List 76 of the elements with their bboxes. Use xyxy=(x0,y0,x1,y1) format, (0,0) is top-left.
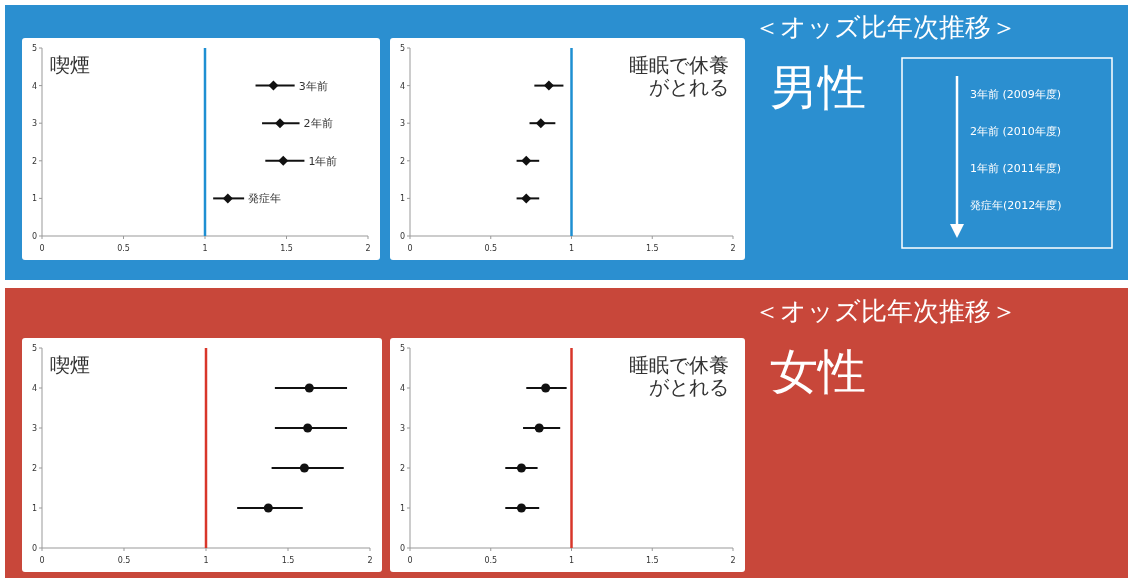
x-tick-label: 1 xyxy=(568,556,575,565)
point xyxy=(521,155,532,166)
y-tick-label: 4 xyxy=(31,81,37,91)
text: 3年前 (2009年度) xyxy=(970,88,1062,101)
x-tick-label: 1 xyxy=(202,244,208,253)
chart-title: 喫煙 xyxy=(50,53,90,77)
x-tick-label: 0.5 xyxy=(484,556,498,565)
text: 2年前 (2010年度) xyxy=(970,125,1062,138)
annotation: 2年前 xyxy=(303,117,333,131)
annotation: 1年前 xyxy=(308,154,338,168)
text: 1年前 (2011年度) xyxy=(970,162,1062,175)
x-tick-label: 1.5 xyxy=(645,244,659,253)
y-tick-label: 5 xyxy=(31,44,37,53)
x-tick-label: 2 xyxy=(365,244,371,253)
y-tick-label: 5 xyxy=(399,344,405,353)
point xyxy=(516,503,526,513)
y-tick-label: 3 xyxy=(399,424,405,433)
chart-title: 喫煙 xyxy=(50,353,90,377)
y-tick-label: 5 xyxy=(31,344,37,353)
text: ＜オッズ比年次推移＞ xyxy=(754,296,1017,326)
x-tick-label: 2 xyxy=(367,556,373,565)
x-tick-label: 2 xyxy=(730,244,736,253)
y-tick-label: 3 xyxy=(31,424,37,433)
y-tick-label: 0 xyxy=(31,544,37,553)
x-tick-label: 1 xyxy=(203,556,209,565)
annotation: 発症年 xyxy=(248,192,282,206)
point xyxy=(516,463,526,473)
point xyxy=(521,193,532,204)
y-tick-label: 0 xyxy=(399,544,405,553)
x-tick-label: 0 xyxy=(407,244,413,253)
x-tick-label: 1.5 xyxy=(281,556,295,565)
y-tick-label: 4 xyxy=(399,384,405,393)
point xyxy=(541,383,551,393)
text: 睡眠で休養がとれる xyxy=(629,353,729,399)
x-tick-label: 0 xyxy=(39,556,45,565)
x-tick-label: 2 xyxy=(730,556,736,565)
y-tick-label: 1 xyxy=(31,504,37,513)
point xyxy=(534,423,544,433)
y-tick-label: 0 xyxy=(31,232,37,241)
point xyxy=(274,118,285,129)
point xyxy=(303,423,313,433)
y-tick-label: 3 xyxy=(399,119,405,129)
y-tick-label: 2 xyxy=(399,464,405,473)
text: 発症年(2012年度) xyxy=(970,199,1062,212)
text: 男性 xyxy=(770,59,866,115)
x-tick-label: 1.5 xyxy=(280,244,293,253)
x-tick-label: 0.5 xyxy=(117,244,130,253)
text: 睡眠で休養がとれる xyxy=(629,53,729,99)
x-tick-label: 0.5 xyxy=(117,556,131,565)
y-tick-label: 4 xyxy=(31,384,37,393)
y-tick-label: 5 xyxy=(399,44,405,53)
y-tick-label: 2 xyxy=(31,156,37,166)
point xyxy=(304,383,314,393)
y-tick-label: 1 xyxy=(399,194,405,204)
point xyxy=(278,155,289,166)
text: ＜オッズ比年次推移＞ xyxy=(754,12,1017,42)
y-tick-label: 2 xyxy=(399,156,405,166)
x-tick-label: 1 xyxy=(568,244,575,253)
annotation: 3年前 xyxy=(298,79,328,93)
x-tick-label: 1.5 xyxy=(645,556,659,565)
text: 女性 xyxy=(770,343,866,399)
point xyxy=(268,80,279,91)
point xyxy=(299,463,309,473)
y-tick-label: 3 xyxy=(31,119,37,129)
y-tick-label: 2 xyxy=(31,464,37,473)
y-tick-label: 4 xyxy=(399,81,405,91)
x-tick-label: 0 xyxy=(407,556,413,565)
point xyxy=(543,80,554,91)
point xyxy=(263,503,273,513)
point xyxy=(535,118,546,129)
x-tick-label: 0 xyxy=(39,244,45,253)
y-tick-label: 1 xyxy=(399,504,405,513)
y-tick-label: 0 xyxy=(399,232,405,241)
y-tick-label: 1 xyxy=(31,194,37,204)
x-tick-label: 0.5 xyxy=(484,244,498,253)
point xyxy=(222,193,233,204)
